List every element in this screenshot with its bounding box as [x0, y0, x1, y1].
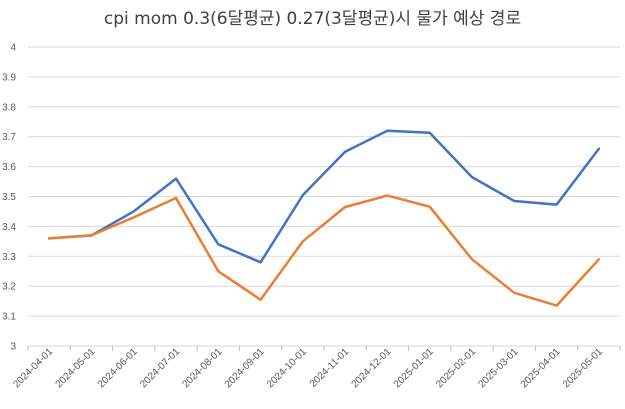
series-2-point [302, 240, 304, 242]
series-1-point [344, 150, 346, 152]
series-1-point [133, 210, 135, 212]
x-tick-label: 2025-02-01 [434, 346, 478, 390]
series-2-point [259, 298, 261, 300]
x-tick-label: 2024-10-01 [265, 346, 309, 390]
x-tick-label: 2024-04-01 [11, 346, 55, 390]
series-2-point [90, 234, 92, 236]
series-2-point [429, 205, 431, 207]
series-2-point [386, 194, 388, 196]
x-tick-label: 2025-03-01 [476, 346, 520, 390]
series-2-point [48, 237, 50, 239]
y-tick-label: 3.1 [2, 312, 16, 323]
y-tick-label: 3 [10, 342, 16, 353]
y-tick-label: 4 [10, 43, 16, 54]
chart-title: cpi mom 0.3(6달평균) 0.27(3달평균)시 물가 예상 경로 [103, 9, 522, 29]
y-tick-label: 3.8 [2, 102, 16, 113]
series-1-point [598, 147, 600, 149]
series-1-point [471, 176, 473, 178]
series-1-point [302, 194, 304, 196]
x-tick-label: 2024-07-01 [138, 346, 182, 390]
series-2-point [344, 206, 346, 208]
series-2-point [555, 304, 557, 306]
series-1-point [217, 243, 219, 245]
x-tick-label: 2025-05-01 [561, 346, 605, 390]
series-line-1 [47, 129, 601, 264]
x-tick-label: 2024-09-01 [223, 346, 267, 390]
y-tick-label: 3.5 [2, 192, 16, 203]
series-1-point [513, 200, 515, 202]
y-tick-label: 3.9 [2, 72, 16, 83]
y-tick-label: 3.3 [2, 252, 16, 263]
y-tick-label: 3.6 [2, 162, 16, 173]
series-1-point [429, 132, 431, 134]
x-tick-label: 2024-12-01 [350, 346, 394, 390]
series-2-point [133, 216, 135, 218]
series-2-point [217, 270, 219, 272]
series-2-point [175, 197, 177, 199]
y-tick-label: 3.4 [2, 222, 16, 233]
x-tick-label: 2024-08-01 [180, 346, 224, 390]
y-tick-label: 3.7 [2, 132, 16, 143]
x-tick-label: 2024-11-01 [308, 346, 352, 390]
series-2-point [513, 292, 515, 294]
x-tick-label: 2025-01-01 [392, 346, 436, 390]
x-tick-label: 2025-04-01 [519, 346, 563, 390]
x-tick-label: 2024-05-01 [54, 346, 98, 390]
series-1-point [259, 261, 261, 263]
series-1-point [386, 130, 388, 132]
x-tick-label: 2024-06-01 [96, 346, 140, 390]
series-1-point [555, 203, 557, 205]
series-2-point [471, 258, 473, 260]
series-line-2 [47, 194, 601, 307]
y-tick-label: 3.2 [2, 282, 16, 293]
series-1-point [175, 177, 177, 179]
series-2-point [598, 258, 600, 260]
